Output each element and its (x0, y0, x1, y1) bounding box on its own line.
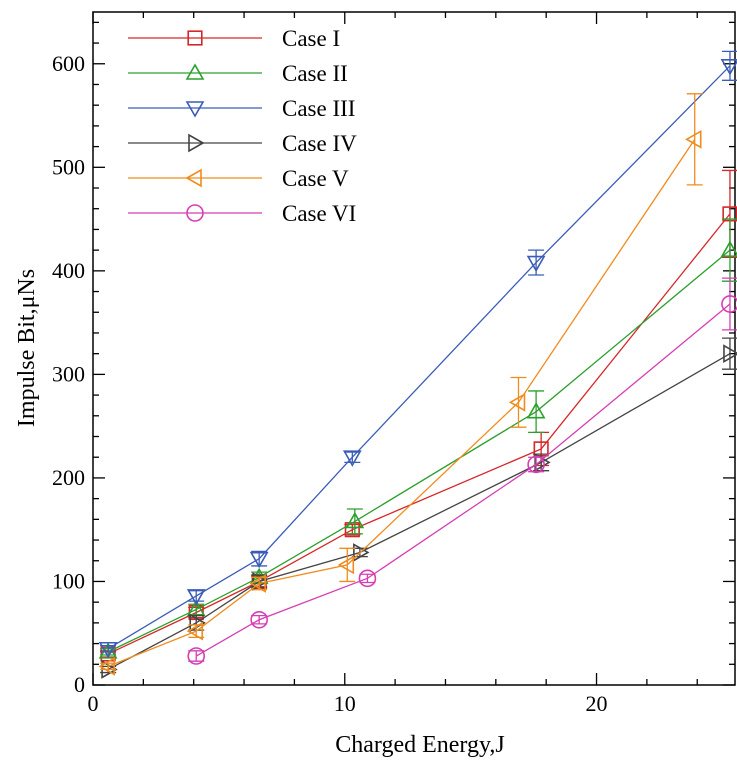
triangle-left-marker (685, 129, 702, 149)
legend-item-2: Case II (128, 61, 348, 86)
series-layer (98, 50, 737, 679)
legend-item-4: Case IV (128, 131, 357, 156)
x-axis-label: Charged Energy,J (335, 732, 505, 758)
plot-frame (92, 11, 736, 686)
triangle-down-marker (720, 59, 737, 76)
legend-item-6: Case VI (128, 201, 356, 226)
triangle-down-marker (186, 589, 206, 606)
axis-ticks (92, 12, 735, 686)
legend-item-1: Case I (128, 26, 340, 51)
triangle-down-marker (185, 101, 205, 118)
triangle-left-marker (337, 555, 355, 575)
x-tick-label: 0 (88, 691, 99, 716)
y-tick-label: 600 (52, 51, 85, 76)
x-tick-label: 10 (334, 691, 356, 716)
series-line (195, 303, 731, 657)
triangle-right-marker (353, 543, 370, 562)
triangle-up-marker (185, 63, 205, 80)
circle-marker (187, 647, 206, 665)
y-tick-label: 300 (52, 361, 85, 386)
series-line (107, 138, 696, 667)
circle-marker (527, 455, 545, 474)
series-line (107, 249, 731, 653)
series-5 (98, 93, 703, 676)
y-tick-label: 200 (52, 465, 85, 490)
square-marker (187, 30, 203, 46)
triangle-down-marker (526, 255, 546, 273)
series-3 (98, 50, 737, 659)
y-tick-label: 100 (52, 568, 85, 593)
y-axis-label: Impulse Bit,μNs (14, 269, 40, 427)
y-tick-label: 400 (52, 258, 85, 283)
series-line (107, 353, 731, 671)
circle-marker (250, 610, 268, 629)
triangle-left-marker (98, 656, 115, 676)
legend-label: Case I (282, 26, 340, 51)
triangle-left-marker (249, 574, 266, 593)
triangle-right-marker (188, 133, 205, 153)
triangle-down-marker (98, 641, 118, 659)
y-tick-label: 500 (52, 154, 85, 179)
y-tick-label: 0 (74, 672, 85, 697)
legend-item-3: Case III (128, 96, 355, 121)
x-tick-label: 20 (586, 691, 608, 716)
circle-marker (186, 204, 204, 222)
triangle-up-marker (526, 402, 546, 419)
triangle-up-marker (345, 511, 365, 529)
legend-item-5: Case V (128, 166, 349, 191)
circle-marker (358, 569, 377, 588)
legend-label: Case III (282, 96, 355, 121)
triangle-up-marker (720, 240, 737, 257)
series-line (107, 65, 731, 650)
series-4 (100, 337, 737, 679)
triangle-right-marker (723, 344, 737, 364)
triangle-left-marker (186, 621, 204, 641)
triangle-left-marker (185, 168, 202, 188)
series-line (107, 213, 731, 655)
circle-marker (721, 295, 737, 313)
series-1 (100, 169, 737, 662)
legend-label: Case VI (282, 201, 356, 226)
triangle-left-marker (508, 392, 526, 412)
legend-label: Case IV (282, 131, 357, 156)
triangle-down-marker (249, 551, 269, 569)
legend: Case I Case II Case III Case IV Case V Case V… (128, 26, 357, 226)
triangle-down-marker (342, 450, 362, 467)
series-6 (187, 277, 737, 665)
legend-label: Case V (282, 166, 349, 191)
legend-label: Case II (282, 61, 348, 86)
